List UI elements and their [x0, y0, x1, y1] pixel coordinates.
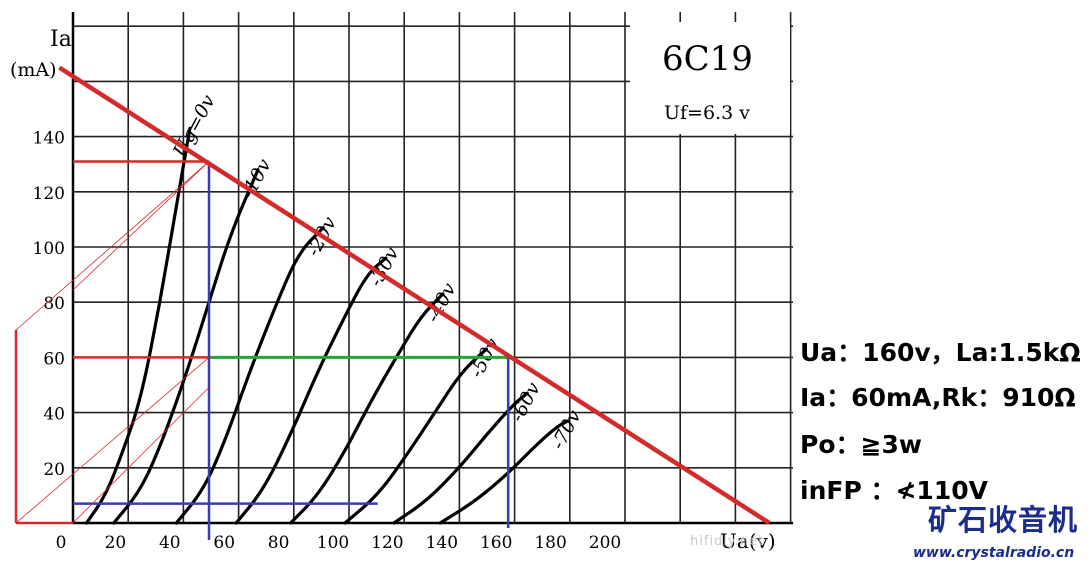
x-tick-label: 20 — [105, 533, 127, 553]
x-tick-label: 40 — [159, 533, 181, 553]
x-axis-label: Ua(v) — [720, 529, 776, 553]
brand-url: www.crystalradio.cn — [913, 545, 1075, 561]
guide-diagonal — [72, 161, 210, 291]
plate-curve — [392, 391, 529, 525]
x-tick-label: 140 — [426, 533, 458, 553]
brand-logo-text: 矿石收音机 — [928, 503, 1079, 537]
tube-label: 6C19 — [662, 39, 753, 79]
plate-curve — [343, 347, 489, 525]
x-tick-label: 180 — [534, 533, 566, 553]
filament-label: Uf=6.3 v — [664, 102, 750, 124]
plate-curve — [234, 256, 388, 525]
title-box — [630, 22, 790, 134]
plate-curve — [85, 126, 192, 525]
y-tick-label: 140 — [33, 129, 65, 149]
x-tick-label: 160 — [480, 533, 512, 553]
y-tick-label: 80 — [43, 294, 65, 314]
curve-label: Ug=0v — [169, 91, 220, 161]
plate-curve — [174, 226, 325, 525]
x-tick-label: 60 — [213, 533, 235, 553]
y-tick-label: 40 — [43, 405, 65, 425]
load-line — [58, 65, 771, 525]
guide-diagonal — [15, 161, 210, 331]
x-tick-label: 200 — [589, 533, 621, 553]
y-axis-label-ia: Ia — [50, 27, 72, 52]
x-tick-label: 0 — [56, 533, 67, 553]
y-tick-label: 60 — [43, 349, 65, 369]
guide-diagonal — [72, 387, 210, 524]
x-tick-label: 80 — [268, 533, 290, 553]
curve-label: -60v — [506, 379, 545, 426]
plate-curve — [112, 168, 260, 525]
watermark: hifidiy.net — [690, 534, 765, 549]
spec-ia-rk: Ia：60mA,Rk：910Ω — [800, 383, 1076, 412]
guide-diagonal — [15, 357, 210, 524]
x-tick-label: 100 — [317, 533, 349, 553]
y-tick-label: 20 — [43, 460, 65, 480]
x-tick-label: 120 — [371, 533, 403, 553]
spec-infp: inFP ：≮110V — [800, 476, 988, 505]
plate-curve — [289, 292, 445, 525]
y-tick-label: 100 — [33, 239, 65, 259]
spec-ua-la: Ua：160v，La:1.5kΩ — [800, 338, 1081, 367]
y-axis-label-unit: (mA) — [10, 59, 57, 81]
y-tick-label: 120 — [33, 184, 65, 204]
spec-po: Po：≧3w — [800, 430, 922, 459]
